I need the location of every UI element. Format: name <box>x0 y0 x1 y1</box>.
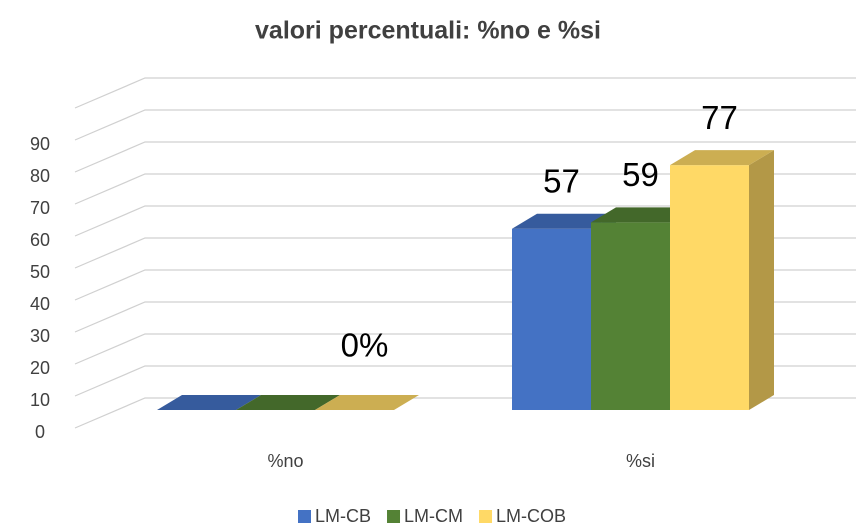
bar-top <box>591 207 695 223</box>
grid-line <box>74 205 856 237</box>
bar-side <box>749 150 774 410</box>
y-tick-label: 20 <box>30 358 50 378</box>
data-label: 0% <box>341 327 389 364</box>
bar-top <box>157 395 261 410</box>
x-tick-label: %si <box>626 451 655 471</box>
bar-top <box>512 213 616 229</box>
y-tick-label: 50 <box>30 262 50 282</box>
y-tick-label: 0 <box>35 422 45 442</box>
legend-label: LM-CM <box>404 506 463 526</box>
bar-front <box>591 222 670 410</box>
bar-top <box>670 150 774 166</box>
grid-line <box>74 173 856 205</box>
bar <box>157 395 261 410</box>
bar-top <box>236 395 340 410</box>
y-tick-label: 80 <box>30 166 50 186</box>
bar-top <box>315 395 419 410</box>
chart-title: valori percentuali: %no e %si <box>255 17 601 45</box>
y-tick-label: 40 <box>30 294 50 314</box>
bar <box>315 395 419 410</box>
y-tick-label: 60 <box>30 230 50 250</box>
legend-swatch <box>298 510 311 523</box>
legend-swatch <box>387 510 401 523</box>
data-label: 57 <box>543 162 580 199</box>
grid-line <box>74 109 856 141</box>
legend-label: LM-CB <box>315 506 371 526</box>
bar <box>236 395 340 410</box>
y-tick-label: 10 <box>30 390 50 410</box>
y-tick-label: 70 <box>30 198 50 218</box>
data-label: 77 <box>701 99 738 136</box>
grid-line <box>74 141 856 173</box>
legend-label: LM-COB <box>496 506 566 526</box>
x-tick-label: %no <box>267 451 303 471</box>
data-label: 59 <box>622 156 659 193</box>
y-tick-label: 90 <box>30 134 50 154</box>
y-tick-label: 30 <box>30 326 50 346</box>
bar-front <box>512 228 591 410</box>
bar-front <box>670 165 749 410</box>
bar <box>670 150 774 410</box>
grid-line <box>74 77 856 109</box>
legend-swatch <box>479 510 493 523</box>
